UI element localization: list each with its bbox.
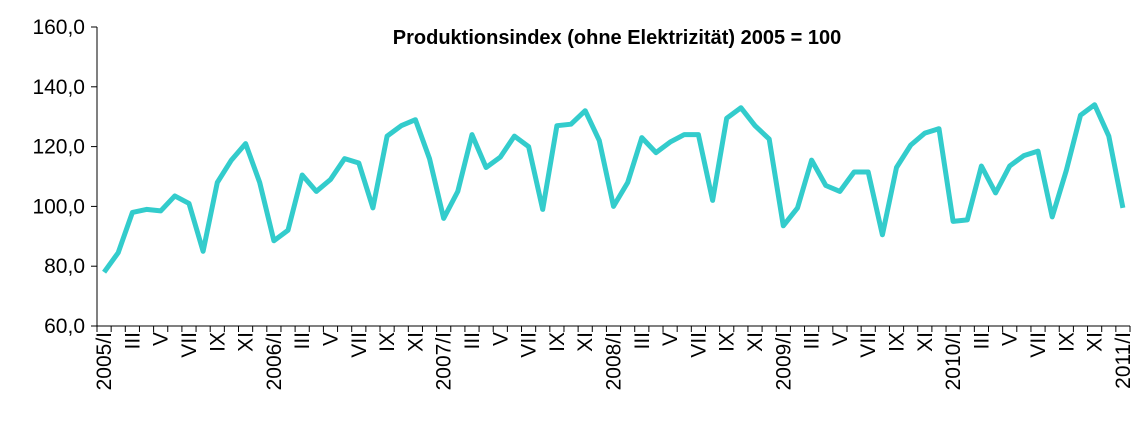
x-tick-label: V (659, 332, 682, 346)
x-tick-label: XI (914, 332, 937, 352)
y-tick-label: 80,0 (44, 255, 85, 278)
x-tick-label: 2008/I (603, 332, 626, 390)
y-tick-label: 120,0 (32, 136, 85, 159)
chart-title: Produktionsindex (ohne Elektrizität) 200… (393, 27, 841, 49)
x-tick-label: XI (574, 332, 597, 352)
x-tick-label: 2009/I (772, 332, 795, 390)
x-tick-label: VII (1027, 332, 1050, 358)
x-tick-label: VII (178, 332, 201, 358)
x-tick-label: III (970, 332, 993, 350)
y-tick-label: 100,0 (32, 195, 85, 218)
x-tick-label: 2007/I (433, 332, 456, 390)
x-tick-label: V (150, 332, 173, 346)
x-tick-label: III (291, 332, 314, 350)
x-tick-label: V (999, 332, 1022, 346)
x-tick-label: XI (404, 332, 427, 352)
x-tick-label: III (461, 332, 484, 350)
x-tick-label: III (121, 332, 144, 350)
x-tick-label: V (489, 332, 512, 346)
x-tick-label: III (801, 332, 824, 350)
x-tick-label: VII (348, 332, 371, 358)
x-tick-label: XI (1084, 332, 1107, 352)
x-tick-label: V (319, 332, 342, 346)
x-tick-label: VII (518, 332, 541, 358)
y-tick-label: 160,0 (32, 16, 85, 39)
series-line (102, 102, 1126, 274)
x-tick-label: XI (235, 332, 258, 352)
x-tick-label: IX (546, 332, 569, 352)
x-tick-label: 2010/I (942, 332, 965, 390)
x-tick-label: XI (744, 332, 767, 352)
x-tick-label: IX (716, 332, 739, 352)
x-tick-label: IX (376, 332, 399, 352)
x-tick-label: VII (687, 332, 710, 358)
x-tick-label: IX (886, 332, 909, 352)
x-tick-label: 2005/I (93, 332, 116, 390)
x-tick-label: IX (206, 332, 229, 352)
x-tick-label: 2006/I (263, 332, 286, 390)
x-tick-label: 2011/I (1112, 332, 1135, 389)
x-tick-label: VII (857, 332, 880, 358)
y-tick-label: 60,0 (44, 315, 85, 338)
x-tick-label: III (631, 332, 654, 350)
x-tick-label: IX (1055, 332, 1078, 352)
x-tick-label: V (829, 332, 852, 346)
y-tick-label: 140,0 (32, 76, 85, 99)
